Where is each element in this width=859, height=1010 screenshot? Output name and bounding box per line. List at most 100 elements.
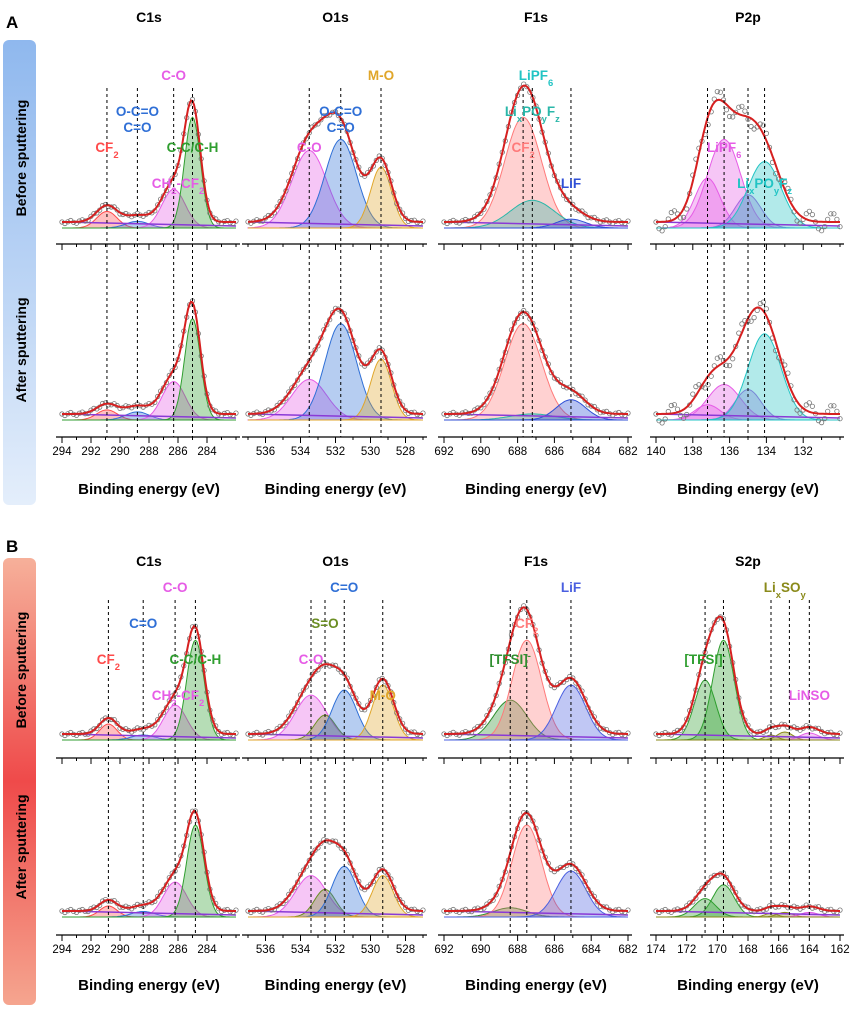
data-point [312,122,318,128]
baseline [443,413,629,419]
tick-label: 286 [168,944,187,956]
tick-label: 692 [434,944,453,956]
data-point [210,407,216,413]
subplot-o1s: O1s 536 534 532 530 528 C-O O-C=OC=O M-O Binding … [242,9,427,498]
fit-envelope [444,310,628,415]
data-point [714,355,720,361]
x-axis-label: Binding energy (eV) [265,481,407,498]
data-point [677,215,684,221]
subplot-title: C1s [136,553,162,569]
fit-component [656,734,840,741]
data-point [324,112,330,119]
fit-envelope [444,811,628,912]
data-point [751,126,757,132]
peak-label: LiPF6 [707,140,742,161]
data-point [797,410,803,416]
data-point [362,707,368,713]
data-point [809,212,816,218]
data-point [594,899,600,905]
data-point [662,416,668,422]
data-point [742,108,748,114]
peak-label: [TFSI]- [684,651,725,668]
data-point [834,408,840,414]
data-point [748,123,754,130]
data-point [825,216,831,222]
data-point [684,411,690,418]
data-point [837,416,843,422]
baseline [655,221,841,227]
fit-component [248,166,423,229]
tick-label: 530 [361,446,380,458]
x-axis-label: Binding energy (eV) [78,977,220,994]
data-point [809,403,816,409]
data-point [726,362,733,369]
fit-envelope [62,625,236,735]
fit-component [248,358,423,421]
subplot-f1s: F1s 692 690 688 686 684 682 CF2 LixPOyFz LiPF6 LiF… [434,9,637,498]
peak-label: CH2-CF2 [152,176,205,197]
peak-label: LiNSO [789,688,830,703]
fit-envelope [248,663,424,735]
peak-label: CF2 [515,616,538,637]
x-axis-label: Binding energy (eV) [265,977,407,994]
tick-label: 692 [434,446,453,458]
data-point [818,419,825,426]
fit-component [656,161,840,229]
tick-label: 530 [361,944,380,956]
data-point [825,408,831,414]
data-point [114,720,120,727]
subplot-p2p: P2p 140 138 136 134 132 LiPF6 LixPOyFz Binding e… [646,9,844,498]
fit-envelope [655,98,840,223]
data-point [318,663,324,669]
data-point [717,354,724,360]
fit-component [656,912,840,918]
data-point [671,402,678,408]
peak-label: CH2-CF2 [152,688,205,709]
data-point [373,349,379,355]
subplot-s2p: S2p 174 172 170 168 166 164 162 [TFSI]- LixSOy LiN… [646,553,849,994]
after-sputtering-label: After sputtering [13,795,29,900]
subplot-title: O1s [322,9,349,25]
data-point [717,89,724,95]
side-band [3,558,36,1005]
data-point [600,726,607,732]
fit-envelope [444,84,628,223]
tick-label: 690 [471,944,490,956]
data-point [760,299,766,305]
data-point [662,224,668,230]
baseline [61,221,237,227]
side-band [3,40,36,505]
tick-label: 688 [508,944,527,956]
tick-label: 164 [800,944,820,956]
data-point [397,896,403,903]
peak-label: C-O [161,68,186,83]
peak-label: C-O [297,140,322,155]
fit-component [444,824,628,918]
peak-label: LiPF6 [519,68,554,89]
data-point [760,122,766,128]
peak-label: CF2 [95,140,118,161]
data-point [772,904,779,910]
data-point [677,412,684,418]
tick-label: 686 [545,944,564,956]
data-point [680,214,687,220]
baseline [443,221,629,227]
tick-label: 532 [326,944,345,956]
peak-label: M-O [368,68,394,83]
data-point [714,89,720,95]
fit-envelope [248,307,423,415]
subplot-title: C1s [136,9,162,25]
data-point [726,113,733,120]
tick-label: 690 [471,446,490,458]
subplot-title: F1s [524,553,548,569]
tick-label: 290 [110,446,129,458]
data-point [705,879,711,886]
tick-label: 132 [794,446,813,458]
fit-component [444,639,628,741]
peak-label: C-O [299,652,324,667]
data-point [763,306,770,312]
peak-label: LiF [561,176,581,191]
subplot-title: O1s [322,553,349,569]
data-point [362,363,368,369]
before-sputtering-label: Before sputtering [13,100,29,217]
